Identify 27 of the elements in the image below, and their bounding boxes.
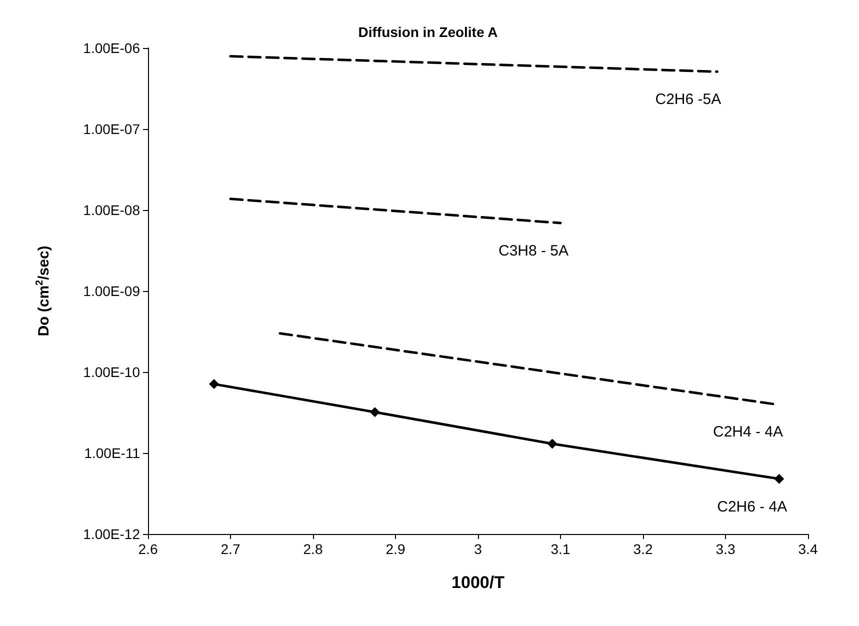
x-axis-title: 1000/T [452, 573, 506, 592]
point [370, 407, 380, 418]
x-tick-label: 2.9 [386, 541, 406, 557]
series-label: C2H6 - 4A [717, 498, 788, 516]
y-tick-label: 1.00E-12 [83, 526, 140, 542]
y-axis-title: Do (cm2/sec) [34, 246, 52, 336]
series-label: C2H6 -5A [655, 91, 722, 108]
point [774, 474, 784, 484]
series-label: C3H8 - 5A [498, 242, 569, 260]
y-tick-label: 1.00E-10 [83, 364, 140, 380]
x-tick-label: 3.1 [550, 541, 570, 557]
point [209, 379, 219, 390]
x-tick-label: 3.2 [633, 541, 653, 557]
y-tick-label: 1.00E-07 [83, 121, 140, 137]
y-tick-label: 1.00E-09 [83, 283, 140, 299]
point [547, 438, 558, 449]
x-tick-label: 3.3 [716, 541, 736, 557]
chart-title: Diffusion in Zeolite A [358, 24, 498, 40]
x-tick-label: 3 [474, 541, 482, 557]
x-tick-label: 2.7 [220, 541, 240, 557]
y-tick-label: 1.00E-11 [84, 445, 140, 461]
y-tick-label: 1.00E-06 [83, 40, 140, 56]
x-tick-label: 2.8 [303, 541, 323, 557]
x-tick-label: 3.4 [798, 541, 818, 557]
x-tick-label: 2.6 [138, 541, 158, 557]
series-label: C2H4 - 4A [713, 424, 784, 441]
y-tick-label: 1.00E-08 [83, 202, 140, 218]
